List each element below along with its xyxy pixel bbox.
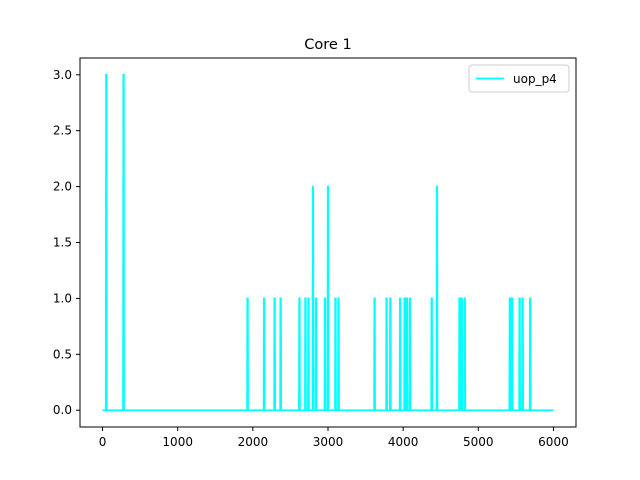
y-tick-label: 1.0 bbox=[53, 291, 72, 305]
chart-title: Core 1 bbox=[304, 37, 351, 53]
y-tick-label: 2.0 bbox=[53, 180, 72, 194]
x-tick-label: 3000 bbox=[313, 435, 344, 449]
y-tick-label: 0.0 bbox=[53, 403, 72, 417]
y-tick-label: 0.5 bbox=[53, 347, 72, 361]
y-tick-label: 3.0 bbox=[53, 68, 72, 82]
legend-box bbox=[468, 64, 570, 93]
x-tick-label: 1000 bbox=[162, 435, 193, 449]
y-tick-label: 2.5 bbox=[53, 124, 72, 138]
x-tick-label: 2000 bbox=[238, 435, 269, 449]
y-axis: 0.0 0.5 1.0 1.5 2.0 2.5 3.0 bbox=[53, 68, 80, 417]
y-tick-label: 1.5 bbox=[53, 236, 72, 250]
plot-frame bbox=[79, 57, 577, 428]
legend: uop_p4 bbox=[468, 64, 570, 93]
x-tick-label: 6000 bbox=[538, 435, 569, 449]
series-line-uop-p4 bbox=[102, 73, 554, 412]
series-layer bbox=[102, 73, 554, 412]
x-tick-label: 5000 bbox=[463, 435, 494, 449]
x-tick-label: 4000 bbox=[388, 435, 419, 449]
x-axis: 0 1000 2000 3000 4000 5000 6000 bbox=[99, 427, 569, 449]
legend-label-uop-p4: uop_p4 bbox=[513, 72, 557, 86]
x-tick-label: 0 bbox=[99, 435, 107, 449]
